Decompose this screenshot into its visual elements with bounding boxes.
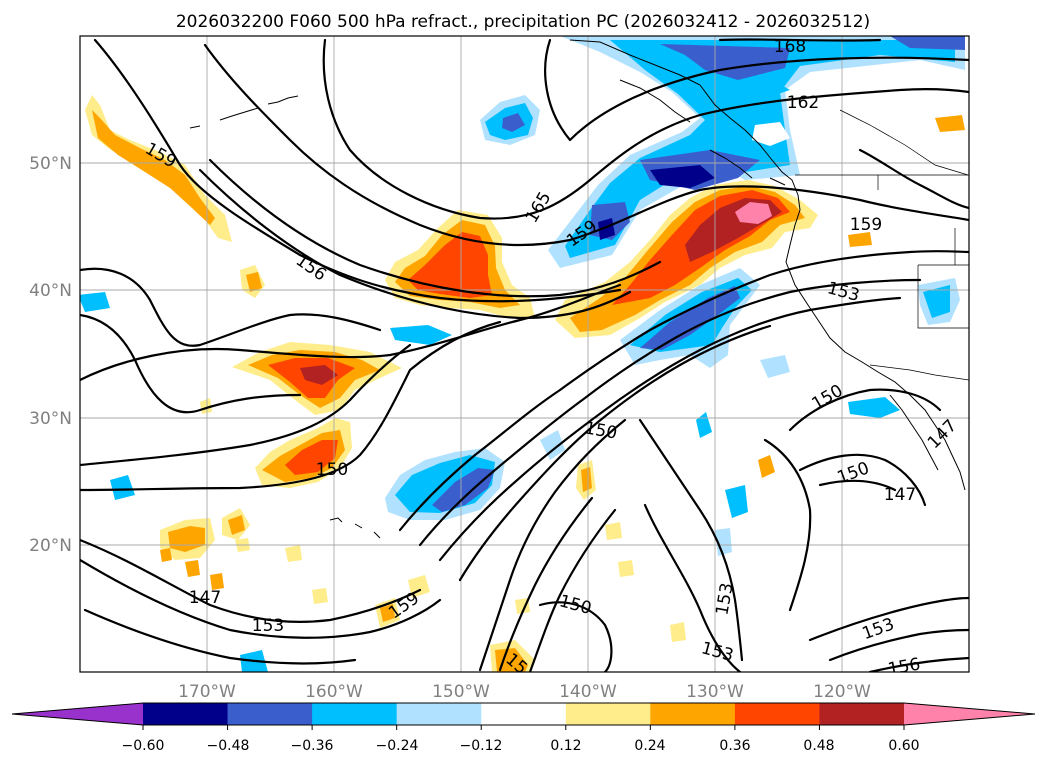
colorbar-tick-label: −0.60 [122,738,165,754]
coastlines [189,39,966,539]
colorbar-tick-labels: −0.60 −0.48 −0.36 −0.24 −0.12 0.12 0.24 … [122,738,920,754]
colorbar-tick-label: 0.60 [888,738,919,754]
colorbar-ticks [142,725,905,730]
colorbar-outline [11,702,1036,726]
contour-label: 147 [189,588,221,608]
colorbar-tick-label: −0.24 [376,738,419,754]
contour-label: 156 [886,654,921,679]
contour-label: 162 [787,93,819,113]
lat-label: 20°N [29,536,72,556]
colorbar-tick-label: 0.48 [803,738,834,754]
colorbar-tick-label: −0.48 [207,738,250,754]
lon-label: 120°W [813,682,871,702]
map-title: 2026032200 F060 500 hPa refract., precip… [176,12,870,32]
precipitation-pc-shading [80,36,965,672]
lon-label: 150°W [432,682,490,702]
contour-label: 153 [252,616,284,636]
colorbar-tick-label: −0.12 [460,738,503,754]
lon-label: 140°W [559,682,617,702]
colorbar-segment [650,703,736,725]
lon-label: 130°W [686,682,744,702]
colorbar-extend-low [12,703,143,725]
lat-label: 40°N [29,281,72,301]
colorbar-segment [143,703,229,725]
contour-label: 147 [884,485,916,505]
political-borders [795,109,969,381]
colorbar-segment [481,703,567,725]
shade-blob-145w-53n [480,95,540,145]
shade-aleutian-positive [85,95,965,298]
longitude-labels: 170°W 160°W 150°W 140°W 130°W 120°W [178,682,871,702]
latitude-labels: 50°N 40°N 30°N 20°N [29,154,72,556]
colorbar-extend-high [904,703,1035,725]
shade-pacific-northwest-positive [555,180,818,338]
map-frame [79,35,970,673]
colorbar-segment [396,703,482,725]
colorbar-tick-label: 0.12 [550,738,581,754]
lon-label: 160°W [305,682,363,702]
contour-label: 168 [774,37,806,57]
lon-label: 170°W [178,682,236,702]
map-background [80,36,969,672]
colorbar-segments [12,703,1035,725]
colorbar-segment [819,703,905,725]
colorbar-segment [312,703,398,725]
colorbar-segment [227,703,313,725]
colorbar: −0.60 −0.48 −0.36 −0.24 −0.12 0.12 0.24 … [11,702,1036,754]
contour-label: 159 [850,215,882,235]
shade-central-pacific-south-positive [232,342,402,488]
colorbar-tick-label: 0.24 [634,738,665,754]
refractivity-contours [80,38,969,672]
graticule [80,36,969,672]
colorbar-segment [734,703,820,725]
shade-central-pacific-positive [385,210,535,318]
map-content: 168 162 165 159 159 159 156 153 150 150 … [80,36,969,679]
colorbar-tick-label: −0.36 [291,738,334,754]
contour-label: 150 [316,460,348,480]
lat-label: 30°N [29,409,72,429]
colorbar-tick-label: 0.36 [719,738,750,754]
colorbar-segment [565,703,651,725]
shade-subtropical-jet-negative [80,292,748,672]
lat-label: 50°N [29,154,72,174]
shade-southwest-positive-patches [160,398,775,672]
